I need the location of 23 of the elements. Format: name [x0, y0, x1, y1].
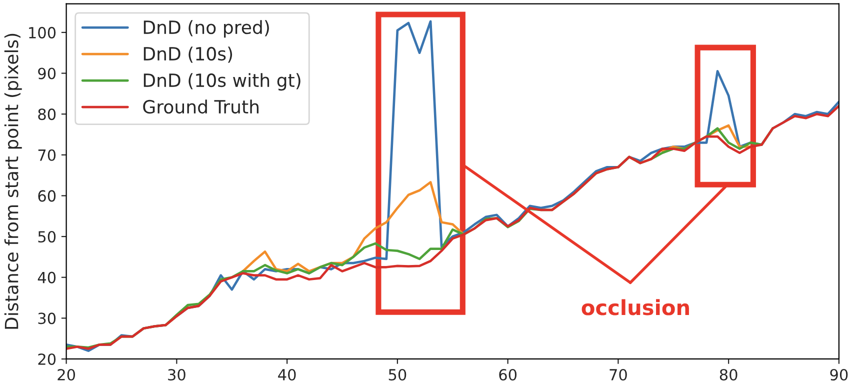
y-tick-label: 30 [38, 312, 56, 324]
x-tick-label: 60 [499, 368, 517, 381]
y-tick-label: 80 [38, 108, 56, 120]
x-tick-label: 50 [388, 368, 406, 381]
x-tick-label: 80 [720, 368, 738, 381]
legend-label: DnD (10s with gt) [144, 73, 300, 91]
y-tick-label: 100 [29, 26, 56, 38]
y-tick-label: 50 [38, 230, 56, 243]
x-tick-label: 70 [610, 368, 627, 381]
legend-label: DnD (no pred) [144, 20, 269, 38]
y-tick-label: 60 [38, 190, 56, 202]
x-tick-label: 90 [830, 368, 848, 381]
y-tick-label: 40 [38, 272, 56, 284]
x-tick-label: 40 [278, 368, 296, 381]
annotation: occlusion [582, 299, 689, 316]
y-tick-label: 70 [38, 149, 56, 161]
y-axis-title: Distance from start point (pixels) [4, 34, 22, 329]
legend-label: Ground Truth [143, 100, 258, 114]
y-tick-label: 90 [38, 68, 56, 80]
y-tick-label: 20 [38, 353, 56, 365]
legend-label: DnD (10s) [144, 46, 232, 63]
x-tick-label: 20 [58, 368, 76, 381]
x-tick-label: 30 [168, 368, 186, 381]
